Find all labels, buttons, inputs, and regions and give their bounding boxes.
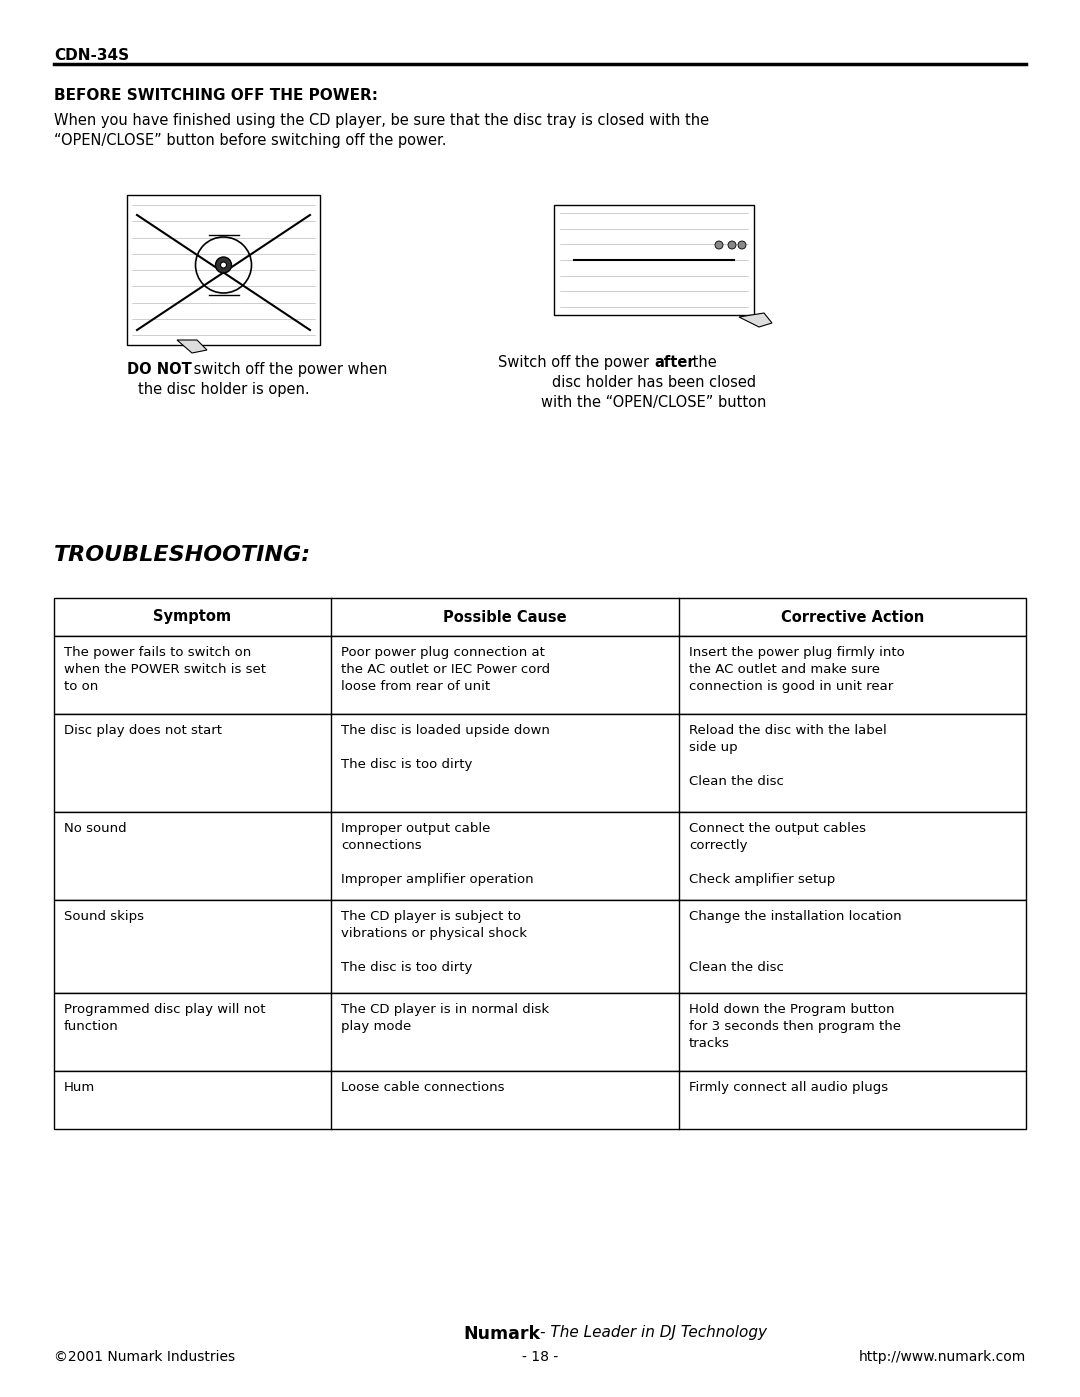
Text: BEFORE SWITCHING OFF THE POWER:: BEFORE SWITCHING OFF THE POWER: bbox=[54, 88, 378, 103]
Text: The CD player is subject to
vibrations or physical shock

The disc is too dirty: The CD player is subject to vibrations o… bbox=[341, 909, 527, 974]
Text: DO NOT: DO NOT bbox=[127, 362, 192, 377]
Text: “OPEN/CLOSE” button before switching off the power.: “OPEN/CLOSE” button before switching off… bbox=[54, 133, 446, 148]
Text: The disc is loaded upside down

The disc is too dirty: The disc is loaded upside down The disc … bbox=[341, 724, 550, 771]
Text: The power fails to switch on
when the POWER switch is set
to on: The power fails to switch on when the PO… bbox=[64, 645, 266, 693]
Text: Hum: Hum bbox=[64, 1081, 95, 1094]
Text: after: after bbox=[654, 355, 694, 370]
Text: Firmly connect all audio plugs: Firmly connect all audio plugs bbox=[689, 1081, 888, 1094]
Text: http://www.numark.com: http://www.numark.com bbox=[859, 1350, 1026, 1363]
Bar bbox=[54, 714, 1026, 812]
Text: Insert the power plug firmly into
the AC outlet and make sure
connection is good: Insert the power plug firmly into the AC… bbox=[689, 645, 905, 693]
Text: Change the installation location


Clean the disc: Change the installation location Clean t… bbox=[689, 909, 902, 974]
Text: - The Leader in DJ Technology: - The Leader in DJ Technology bbox=[540, 1324, 767, 1340]
Text: Disc play does not start: Disc play does not start bbox=[64, 724, 222, 738]
Bar bbox=[54, 1071, 1026, 1129]
Bar bbox=[54, 812, 1026, 900]
Text: Switch off the power: Switch off the power bbox=[498, 355, 654, 370]
Text: No sound: No sound bbox=[64, 821, 126, 835]
Text: with the “OPEN/CLOSE” button: with the “OPEN/CLOSE” button bbox=[541, 395, 767, 409]
Bar bbox=[554, 205, 754, 314]
Text: switch off the power when: switch off the power when bbox=[189, 362, 388, 377]
Bar bbox=[54, 900, 1026, 993]
Text: disc holder has been closed: disc holder has been closed bbox=[552, 374, 756, 390]
Text: the disc holder is open.: the disc holder is open. bbox=[137, 381, 309, 397]
Text: the: the bbox=[688, 355, 717, 370]
Circle shape bbox=[728, 242, 735, 249]
Text: ©2001 Numark Industries: ©2001 Numark Industries bbox=[54, 1350, 235, 1363]
Text: Programmed disc play will not
function: Programmed disc play will not function bbox=[64, 1003, 266, 1032]
Circle shape bbox=[216, 257, 231, 272]
Bar bbox=[54, 636, 1026, 714]
Polygon shape bbox=[177, 339, 207, 353]
Circle shape bbox=[715, 242, 723, 249]
Text: Hold down the Program button
for 3 seconds then program the
tracks: Hold down the Program button for 3 secon… bbox=[689, 1003, 901, 1051]
Text: Possible Cause: Possible Cause bbox=[443, 609, 567, 624]
Text: Symptom: Symptom bbox=[153, 609, 231, 624]
Text: CDN-34S: CDN-34S bbox=[54, 47, 130, 63]
Bar bbox=[54, 598, 1026, 636]
Text: Improper output cable
connections

Improper amplifier operation: Improper output cable connections Improp… bbox=[341, 821, 534, 886]
Polygon shape bbox=[739, 313, 772, 327]
Text: The CD player is in normal disk
play mode: The CD player is in normal disk play mod… bbox=[341, 1003, 549, 1032]
Text: Numark: Numark bbox=[463, 1324, 540, 1343]
Bar bbox=[127, 196, 320, 345]
Circle shape bbox=[220, 263, 227, 268]
Text: TROUBLESHOOTING:: TROUBLESHOOTING: bbox=[54, 545, 311, 564]
Circle shape bbox=[738, 242, 746, 249]
Text: When you have finished using the CD player, be sure that the disc tray is closed: When you have finished using the CD play… bbox=[54, 113, 710, 129]
Text: Corrective Action: Corrective Action bbox=[781, 609, 924, 624]
Text: Connect the output cables
correctly

Check amplifier setup: Connect the output cables correctly Chec… bbox=[689, 821, 866, 886]
Text: Reload the disc with the label
side up

Clean the disc: Reload the disc with the label side up C… bbox=[689, 724, 887, 788]
Bar bbox=[54, 993, 1026, 1071]
Text: Loose cable connections: Loose cable connections bbox=[341, 1081, 504, 1094]
Text: - 18 -: - 18 - bbox=[522, 1350, 558, 1363]
Text: Poor power plug connection at
the AC outlet or IEC Power cord
loose from rear of: Poor power plug connection at the AC out… bbox=[341, 645, 550, 693]
Text: Sound skips: Sound skips bbox=[64, 909, 144, 923]
